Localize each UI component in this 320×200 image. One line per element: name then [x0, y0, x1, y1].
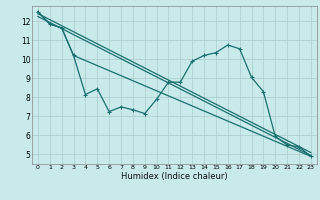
- X-axis label: Humidex (Indice chaleur): Humidex (Indice chaleur): [121, 172, 228, 181]
